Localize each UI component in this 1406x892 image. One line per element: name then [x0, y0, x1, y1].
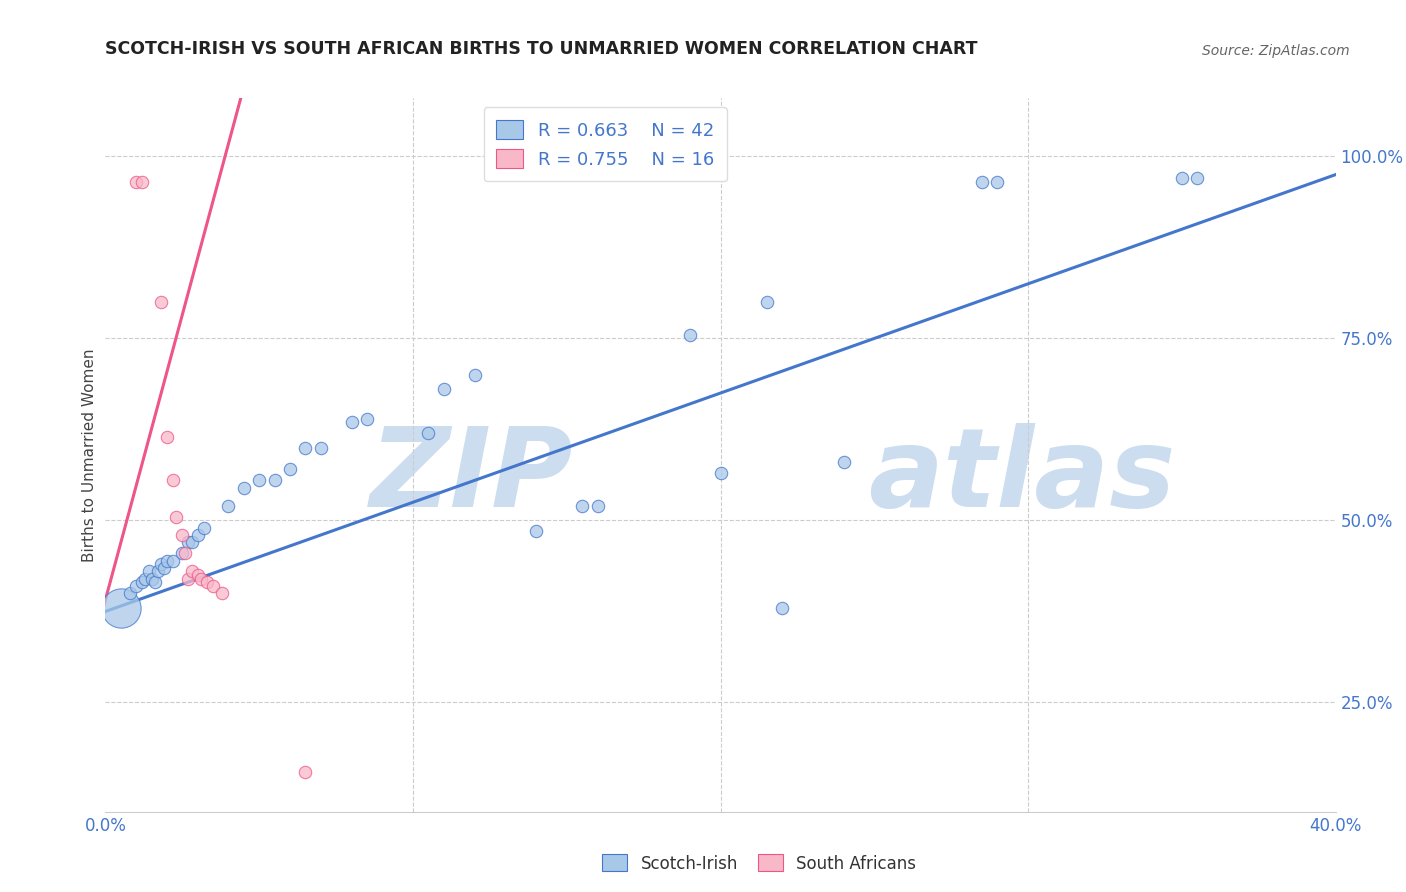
Point [172, 546, 194, 560]
Y-axis label: Births to Unmarried Women: Births to Unmarried Women [82, 348, 97, 562]
Point [211, 586, 233, 600]
Point [143, 575, 166, 590]
Point [263, 474, 285, 488]
Point [125, 175, 148, 189]
Point [970, 175, 993, 189]
Point [125, 579, 148, 593]
Point [218, 499, 240, 513]
Point [177, 535, 200, 549]
Point [165, 509, 187, 524]
Point [340, 415, 363, 429]
Point [120, 586, 141, 600]
Point [770, 600, 793, 615]
Point [294, 764, 316, 779]
Point [195, 575, 218, 590]
Point [177, 572, 200, 586]
Text: atlas: atlas [869, 423, 1175, 530]
Point [247, 474, 270, 488]
Point [418, 426, 440, 441]
Legend: R = 0.663    N = 42, R = 0.755    N = 16: R = 0.663 N = 42, R = 0.755 N = 16 [484, 107, 727, 181]
Point [174, 546, 197, 560]
Point [149, 295, 172, 310]
Point [187, 528, 209, 542]
Point [110, 600, 132, 615]
Point [1171, 171, 1194, 186]
Point [149, 557, 172, 571]
Point [146, 565, 169, 579]
Point [162, 474, 184, 488]
Point [832, 455, 855, 469]
Point [986, 175, 1008, 189]
Point [141, 572, 163, 586]
Point [294, 441, 316, 455]
Point [278, 462, 301, 476]
Point [433, 383, 456, 397]
Point [134, 572, 156, 586]
Point [172, 528, 194, 542]
Point [1187, 171, 1209, 186]
Text: SCOTCH-IRISH VS SOUTH AFRICAN BIRTHS TO UNMARRIED WOMEN CORRELATION CHART: SCOTCH-IRISH VS SOUTH AFRICAN BIRTHS TO … [105, 40, 979, 58]
Point [524, 524, 547, 539]
Point [679, 327, 702, 342]
Point [202, 579, 225, 593]
Point [190, 572, 212, 586]
Point [180, 565, 202, 579]
Text: ZIP: ZIP [370, 423, 574, 530]
Point [710, 466, 733, 480]
Point [309, 441, 332, 455]
Point [138, 565, 160, 579]
Point [156, 553, 179, 567]
Point [193, 521, 215, 535]
Point [180, 535, 202, 549]
Point [356, 411, 378, 425]
Point [464, 368, 486, 382]
Point [187, 568, 209, 582]
Point [162, 553, 184, 567]
Point [586, 499, 609, 513]
Point [156, 430, 179, 444]
Text: Source: ZipAtlas.com: Source: ZipAtlas.com [1202, 44, 1350, 58]
Point [232, 481, 254, 495]
Point [131, 175, 153, 189]
Point [131, 575, 153, 590]
Point [755, 295, 778, 310]
Point [571, 499, 593, 513]
Point [153, 561, 176, 575]
Legend: Scotch-Irish, South Africans: Scotch-Irish, South Africans [596, 847, 922, 880]
